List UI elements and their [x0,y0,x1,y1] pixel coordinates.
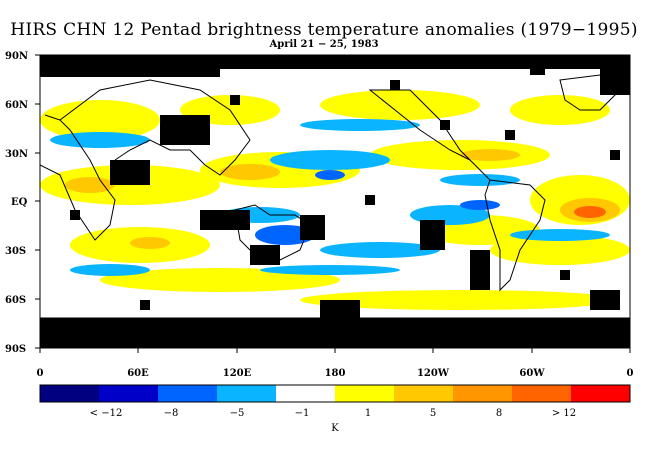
lat-tick-label: EQ [11,197,28,208]
colorbar-tick-label: −1 [295,408,310,419]
colorbar-tick-label: −5 [230,408,245,419]
lon-tick-label: 60E [127,368,149,379]
colorbar-tick-label: > 12 [552,408,576,419]
no-data-region-south [40,318,630,348]
colorbar-swatch [158,385,218,402]
colorbar-swatch [571,385,631,402]
lon-tick-label: 0 [627,368,634,379]
lat-tick-label: 30S [5,246,26,257]
no-data-region [600,55,630,95]
no-data-region [40,55,220,77]
colorbar-swatch [453,385,513,402]
lon-tick-label: 120E [223,368,252,379]
colorbar-swatch [217,385,277,402]
colorbar-frame [39,384,631,403]
colorbar-tick-label: 8 [496,408,502,419]
lon-tick-label: 180 [325,368,346,379]
colorbar: < −12 −8 −5 −1 1 5 8 > 12 K [39,384,631,434]
colorbar-swatch [335,385,395,402]
lon-tick-label: 0 [37,368,44,379]
map-panel [40,55,630,348]
map-title: HIRS CHN 12 Pentad brightness temperatur… [10,20,638,40]
colorbar-swatches [40,385,631,402]
colorbar-swatch [99,385,159,402]
colorbar-swatch [40,385,100,402]
lat-tick-label: 90N [5,51,28,62]
lon-tick-label: 60W [519,368,545,379]
colorbar-tick-label: 5 [430,408,436,419]
lat-tick-label: 90S [5,344,26,355]
colorbar-tick-label: 1 [365,408,371,419]
lat-tick-label: 60N [5,100,28,111]
colorbar-tick-label: −8 [164,408,179,419]
extreme-warm-anomaly [574,206,606,218]
coastlines [40,74,630,319]
map-subtitle: April 21 − 25, 1983 [269,39,379,50]
lat-tick-label: 30N [5,149,28,160]
lat-axis: 90N 60N 30N EQ 30S 60S 90S [5,51,40,355]
colorbar-unit: K [331,423,339,434]
colorbar-swatch [394,385,454,402]
lon-tick-label: 120W [417,368,450,379]
cold-anomaly-fields [50,119,610,276]
colorbar-swatch [512,385,572,402]
lat-tick-label: 60S [5,295,26,306]
no-data-blocks [70,60,620,320]
strong-warm-anomaly-fields [65,149,620,249]
colorbar-tick-label: < −12 [90,408,123,419]
lon-axis: 0 60E 120E 180 120W 60W 0 [37,348,634,379]
colorbar-swatch [276,385,336,402]
